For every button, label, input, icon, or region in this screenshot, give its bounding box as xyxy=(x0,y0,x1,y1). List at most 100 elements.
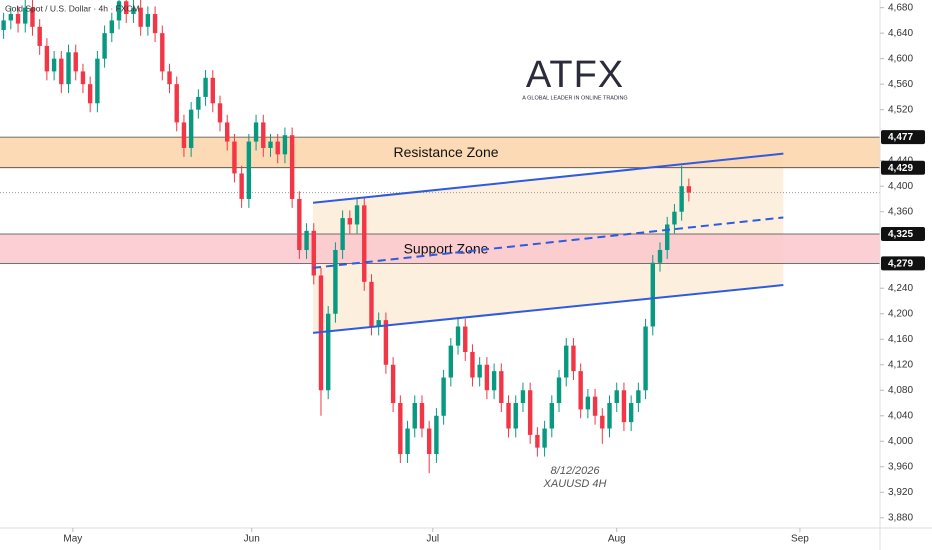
candle-body xyxy=(657,249,663,263)
y-tick-label: 4,080 xyxy=(888,385,913,396)
zone xyxy=(0,234,880,264)
candle-body xyxy=(477,364,482,378)
candle-body xyxy=(398,403,403,455)
candle-body xyxy=(499,371,504,404)
level-box xyxy=(881,256,925,271)
level-box xyxy=(881,130,925,145)
candle-body xyxy=(73,52,78,72)
candle-body xyxy=(426,428,432,455)
candle-body xyxy=(549,403,555,429)
logo-tagline: A GLOBAL LEADER IN ONLINE TRADING xyxy=(522,95,627,101)
y-tick-label: 4,000 xyxy=(888,436,913,447)
candle-body xyxy=(636,390,641,404)
candle-body xyxy=(513,403,518,429)
candle-body xyxy=(239,173,244,199)
candle-body xyxy=(405,428,410,455)
candle-body xyxy=(51,58,57,72)
candle-body xyxy=(643,326,648,391)
candle-body xyxy=(225,122,230,142)
candle-body xyxy=(621,390,627,423)
candle-body xyxy=(556,377,562,404)
y-tick-label: 3,960 xyxy=(888,461,913,472)
candle-body xyxy=(297,198,302,250)
candle-body xyxy=(181,122,187,148)
candle-body xyxy=(124,1,129,15)
candle-body xyxy=(116,1,122,21)
candle-body xyxy=(455,326,461,346)
candle-body xyxy=(217,103,223,123)
zones xyxy=(0,136,880,333)
candle-body xyxy=(160,33,165,72)
candle-body xyxy=(59,58,64,85)
candle-body xyxy=(102,33,107,59)
candle-body xyxy=(95,58,100,104)
candle-body xyxy=(506,403,511,429)
candle-body xyxy=(131,7,136,15)
y-tick-label: 4,520 xyxy=(888,104,913,115)
level-label: 4,429 xyxy=(888,163,913,174)
candle-body xyxy=(369,281,374,327)
candle-body xyxy=(23,7,28,24)
plot xyxy=(1,0,692,474)
candle-body xyxy=(578,371,583,410)
logo: ATFX xyxy=(526,54,624,96)
level-box xyxy=(881,160,925,175)
candle-body xyxy=(390,364,396,404)
y-tick-label: 4,040 xyxy=(888,410,913,421)
candle-body xyxy=(80,71,86,85)
annotation: XAUUSD 4H xyxy=(543,478,607,490)
candle-body xyxy=(325,313,331,391)
zone-label: Resistance Zone xyxy=(393,144,498,160)
level-box xyxy=(881,227,925,242)
y-tick-label: 4,120 xyxy=(888,359,913,370)
chart-title: Gold Spot / U.S. Dollar · 4h · FXCM xyxy=(5,3,140,13)
candle-body xyxy=(650,262,655,327)
candle-body xyxy=(289,135,295,199)
candle-body xyxy=(138,7,143,27)
candle-body xyxy=(246,141,252,199)
candle-body xyxy=(527,390,533,435)
candle-body xyxy=(145,14,151,27)
candle-body xyxy=(87,84,93,104)
x-tick-label: Jun xyxy=(244,534,260,545)
candle-body xyxy=(347,218,353,225)
y-tick-label: 4,560 xyxy=(888,79,913,90)
candle-body xyxy=(109,20,115,34)
candle-body xyxy=(600,415,605,429)
candle-body xyxy=(253,122,259,142)
candle-body xyxy=(686,186,692,193)
candle-body xyxy=(491,371,497,391)
candle-body xyxy=(672,211,677,225)
candle-body xyxy=(203,77,208,97)
level-label: 4,279 xyxy=(888,259,913,270)
candle-body xyxy=(585,396,591,410)
candle-body xyxy=(448,345,454,378)
candle-body xyxy=(268,141,273,148)
candle-body xyxy=(571,345,576,372)
candle-body xyxy=(362,205,367,282)
candle-body xyxy=(1,20,6,30)
y-tick-label: 4,240 xyxy=(888,283,913,294)
candle-body xyxy=(614,390,619,404)
y-tick-label: 4,680 xyxy=(888,2,913,13)
candle-body xyxy=(354,205,360,225)
x-tick-label: May xyxy=(63,534,82,545)
candle-body xyxy=(628,403,634,423)
x-tick-label: Aug xyxy=(608,534,626,545)
channel-line xyxy=(312,284,784,334)
y-tick-label: 4,640 xyxy=(888,28,913,39)
candle-body xyxy=(8,14,14,21)
candle-body xyxy=(311,230,316,276)
candle-body xyxy=(282,135,288,155)
zone xyxy=(0,137,880,168)
x-tick-label: Sep xyxy=(791,534,809,545)
candle-body xyxy=(679,186,684,212)
y-tick-label: 3,880 xyxy=(888,512,913,523)
candle-body xyxy=(44,45,50,72)
candle-body xyxy=(592,396,598,416)
candle-body xyxy=(152,14,158,34)
candle-body xyxy=(188,109,194,148)
candle-body xyxy=(535,434,540,448)
candle-body xyxy=(340,218,345,250)
candle-body xyxy=(470,352,475,378)
